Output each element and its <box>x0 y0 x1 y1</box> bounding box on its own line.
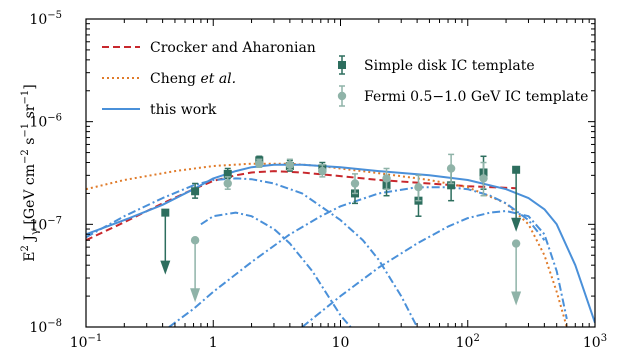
y-tick-label: 10−6 <box>29 113 62 131</box>
data-point-circle <box>285 160 295 170</box>
y-axis-label: E2 Jγ [GeV cm−2 s−1 sr−1] <box>20 84 41 261</box>
series-line-4 <box>168 186 546 327</box>
legend-label-crocker: Crocker and Aharonian <box>150 40 316 56</box>
data-markers <box>160 153 522 306</box>
y-tick-label: 10−8 <box>29 318 62 336</box>
upper-limit-arrowhead <box>511 291 522 306</box>
data-point-circle <box>223 179 232 188</box>
data-point-circle <box>479 174 488 183</box>
axes: 10−1 1 10 102 103 10−8 10−7 10−6 10−5 <box>29 10 607 351</box>
legend-label-fermi: Fermi 0.5−1.0 GeV IC template <box>364 89 588 105</box>
data-point-circle <box>382 174 391 183</box>
data-point-square <box>191 187 200 196</box>
upper-limit-point <box>161 208 170 217</box>
data-point-circle <box>255 159 264 168</box>
data-point-circle <box>318 166 327 176</box>
curves <box>86 162 595 327</box>
x-tick-label: 1 <box>209 335 218 351</box>
legend-label-cheng: Cheng et al. <box>150 71 236 87</box>
x-tick-label: 102 <box>456 333 480 351</box>
x-tick-label: 10 <box>332 335 350 351</box>
legend-label-this-work: this work <box>150 102 217 118</box>
upper-limit-point <box>512 165 521 174</box>
data-point-circle <box>350 179 360 188</box>
data-point-square <box>447 181 456 190</box>
y-tick-label: 10−5 <box>29 10 62 28</box>
legend-marker-fermi <box>337 85 347 107</box>
x-tick-label: 103 <box>583 333 607 351</box>
data-point-circle <box>446 164 456 173</box>
series-line-6 <box>200 211 352 327</box>
upper-limit-arrowhead <box>190 288 201 303</box>
data-point-square <box>223 169 232 178</box>
upper-limit-arrowhead <box>511 217 522 232</box>
series-line-0 <box>86 170 517 242</box>
upper-limit-point <box>511 239 521 248</box>
legend-marker-simple-disk <box>338 55 346 75</box>
series-line-5 <box>301 210 568 327</box>
data-point-circle <box>414 182 423 192</box>
legend: Crocker and Aharonian Cheng et al. this … <box>102 40 588 118</box>
legend-label-simple-disk: Simple disk IC template <box>364 58 535 74</box>
series-line-3 <box>86 177 418 327</box>
upper-limit-arrowhead <box>160 260 171 275</box>
y-tick-label: 10−7 <box>29 215 62 233</box>
upper-limit-point <box>190 236 200 245</box>
x-tick-label: 10−1 <box>70 333 103 351</box>
series-line-1 <box>86 162 568 327</box>
